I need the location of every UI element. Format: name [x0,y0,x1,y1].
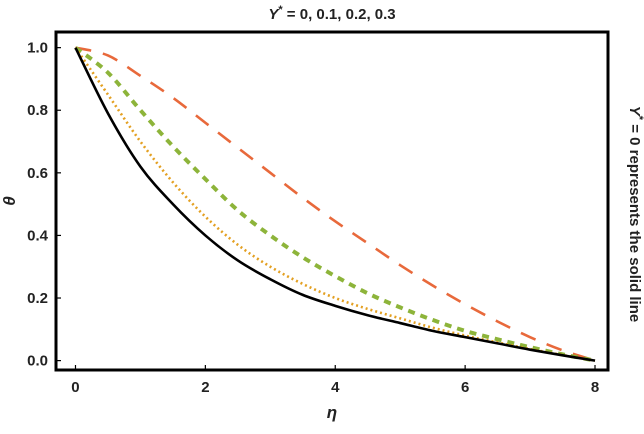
x-tick-label: 0 [71,379,79,396]
title-var: Y [268,6,280,23]
y-tick-label: 1.0 [27,40,48,57]
series-layer [74,46,596,363]
x-tick-label: 4 [331,379,340,396]
x-tick-label: 8 [591,379,599,396]
side-note-sup: * [633,116,644,121]
title-sup: * [278,4,283,16]
x-tick-label: 6 [461,379,469,396]
side-note-var: Y [626,106,643,118]
side-note: Y* = 0 represents the solid line [626,106,644,322]
y-tick-label: 0.4 [27,227,49,244]
x-axis-label: η [327,403,337,422]
chart-title: Y* = 0, 0.1, 0.2, 0.3 [268,4,395,23]
series-line-3 [75,46,596,362]
plot-frame [54,30,610,372]
x-tick-label: 2 [201,379,209,396]
y-axis-label: θ [0,196,19,206]
y-tick-label: 0.2 [27,290,48,307]
y-tick-label: 0.0 [27,353,48,370]
y-tick-label: 0.8 [27,102,48,119]
side-note-rest: = 0 represents the solid line [626,120,643,322]
ticks-layer: 0 2 4 6 8 0.0 0.2 0.4 0.6 0.8 1.0 [27,40,599,396]
series-line-0 [74,47,596,362]
title-rest: = 0, 0.1, 0.2, 0.3 [283,6,396,23]
y-tick-label: 0.6 [27,165,48,182]
